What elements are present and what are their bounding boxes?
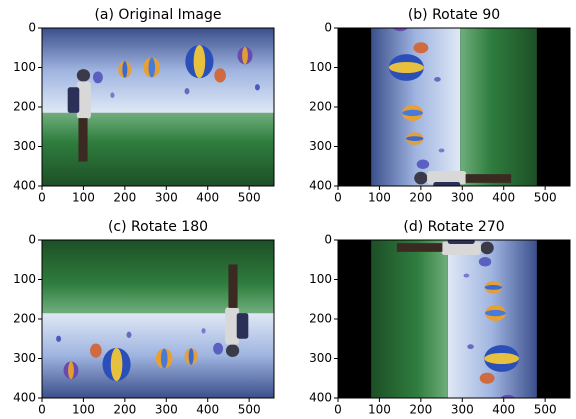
y-tick-label: 100 [309, 60, 332, 74]
x-tick-label: 200 [113, 191, 136, 205]
figure: (a) Original Image 0 100 200 300 400 500 0 100 20… [0, 0, 576, 419]
x-tick-label: 100 [368, 191, 391, 205]
y-tick-label: 100 [13, 272, 36, 286]
y-tick-label: 100 [309, 272, 332, 286]
subplot-title: (b) Rotate 90 [408, 7, 500, 23]
y-tick-label: 300 [13, 351, 36, 365]
y-tick-label: 200 [309, 312, 332, 326]
y-tick-label: 200 [309, 100, 332, 114]
x-tick-label: 0 [334, 191, 342, 205]
subplot: (b) Rotate 90 0 100 200 300 400 500 0 100 200 300 4… [309, 0, 570, 218]
x-tick-label: 100 [72, 191, 95, 205]
y-tick-label: 300 [309, 139, 332, 153]
x-tick-label: 500 [238, 403, 261, 417]
x-tick-label: 0 [334, 403, 342, 417]
image [42, 28, 274, 186]
subplot-title: (c) Rotate 180 [108, 219, 208, 235]
y-tick-label: 300 [13, 139, 36, 153]
x-tick-label: 400 [492, 191, 515, 205]
subplot: (d) Rotate 270 0 100 200 300 400 500 0 100 200 300… [309, 208, 570, 419]
x-tick-label: 400 [196, 191, 219, 205]
y-tick-label: 200 [13, 312, 36, 326]
x-tick-label: 200 [409, 403, 432, 417]
x-tick-label: 0 [38, 403, 46, 417]
x-tick-label: 400 [492, 403, 515, 417]
x-tick-label: 100 [368, 403, 391, 417]
image-scene [42, 240, 274, 398]
x-tick-label: 300 [155, 191, 178, 205]
y-tick-label: 0 [28, 21, 36, 35]
y-tick-label: 400 [13, 179, 36, 193]
image-content [371, 0, 537, 218]
y-tick-label: 200 [13, 100, 36, 114]
x-tick-label: 300 [155, 403, 178, 417]
y-tick-label: 400 [13, 391, 36, 405]
x-tick-label: 500 [238, 191, 261, 205]
x-tick-label: 400 [196, 403, 219, 417]
x-tick-label: 300 [451, 403, 474, 417]
y-tick-label: 300 [309, 351, 332, 365]
y-tick-label: 0 [324, 21, 332, 35]
y-tick-label: 0 [324, 233, 332, 247]
image [42, 240, 274, 398]
subplot-title: (d) Rotate 270 [403, 219, 504, 235]
y-tick-label: 400 [309, 179, 332, 193]
x-tick-label: 300 [451, 191, 474, 205]
y-tick-label: 0 [28, 233, 36, 247]
x-tick-label: 200 [409, 191, 432, 205]
x-tick-label: 500 [534, 403, 557, 417]
image [338, 0, 570, 218]
x-tick-label: 0 [38, 191, 46, 205]
image-scene [42, 28, 274, 186]
y-tick-label: 400 [309, 391, 332, 405]
image-scene [371, 0, 537, 218]
subplot-title: (a) Original Image [94, 7, 221, 23]
x-tick-label: 500 [534, 191, 557, 205]
subplot: (c) Rotate 180 0 100 200 300 400 500 0 100 200 300… [13, 219, 274, 417]
image-content [42, 28, 274, 186]
subplot: (a) Original Image 0 100 200 300 400 500 0 100 20… [13, 7, 274, 205]
x-tick-label: 100 [72, 403, 95, 417]
y-tick-label: 100 [13, 60, 36, 74]
image-content [42, 240, 274, 398]
x-tick-label: 200 [113, 403, 136, 417]
